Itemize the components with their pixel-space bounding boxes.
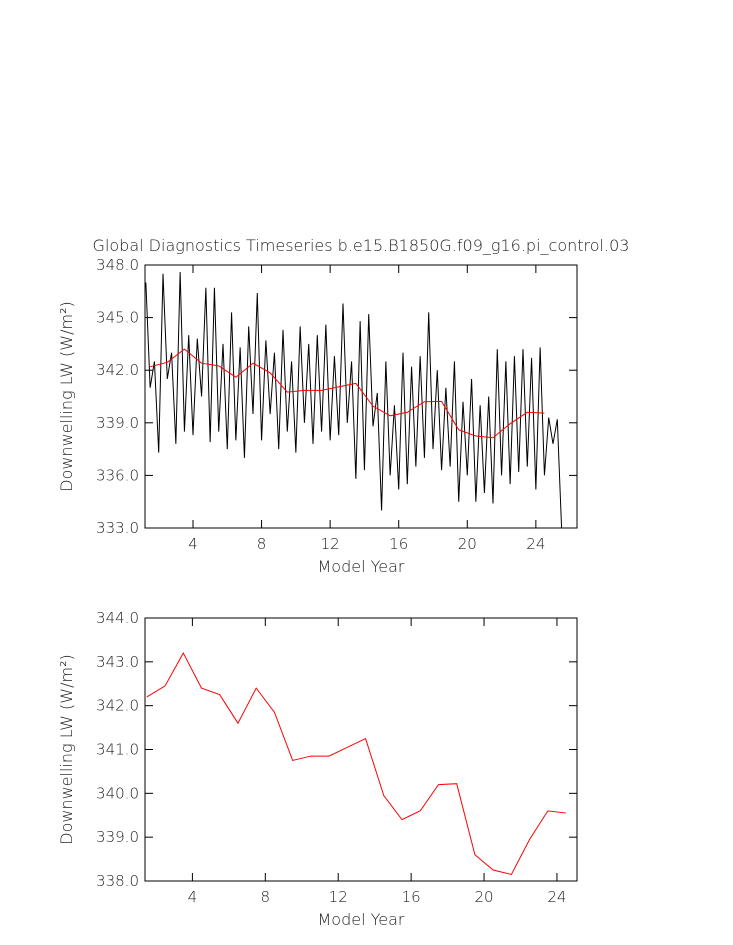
x-tick-label: 12 [321,535,340,553]
data-line [145,271,563,529]
y-tick-label: 341.0 [96,741,139,759]
chart-title: Global Diagnostics Timeseries b.e15.B185… [93,236,630,255]
x-tick-label: 24 [526,535,545,553]
y-tick-label: 340.0 [96,784,139,802]
x-tick-label: 24 [547,888,566,906]
y-axis-label: Downwelling LW (W/m²) [57,654,76,844]
x-axis-label: Model Year [318,557,405,576]
y-tick-label: 342.0 [96,697,139,715]
y-tick-label: 338.0 [96,872,139,890]
y-tick-label: 342.0 [96,361,139,379]
x-tick-label: 8 [261,888,271,906]
y-tick-label: 348.0 [96,256,139,274]
data-line [150,348,545,439]
x-tick-label: 12 [329,888,348,906]
x-tick-label: 20 [458,535,477,553]
y-tick-label: 339.0 [96,414,139,432]
plot-frame [144,617,578,882]
y-tick-label: 343.0 [96,653,139,671]
data-line [146,652,567,876]
y-axis-label: Downwelling LW (W/m²) [57,301,76,491]
y-tick-label: 336.0 [96,466,139,484]
x-axis-label: Model Year [318,910,405,929]
x-tick-label: 16 [402,888,421,906]
y-tick-label: 344.0 [96,609,139,627]
plot-frame [144,264,578,529]
x-tick-label: 4 [188,535,198,553]
y-tick-label: 333.0 [96,519,139,537]
x-tick-label: 16 [389,535,408,553]
x-tick-label: 4 [188,888,198,906]
x-tick-label: 20 [474,888,493,906]
x-tick-label: 8 [257,535,267,553]
y-tick-label: 339.0 [96,828,139,846]
y-tick-label: 345.0 [96,309,139,327]
